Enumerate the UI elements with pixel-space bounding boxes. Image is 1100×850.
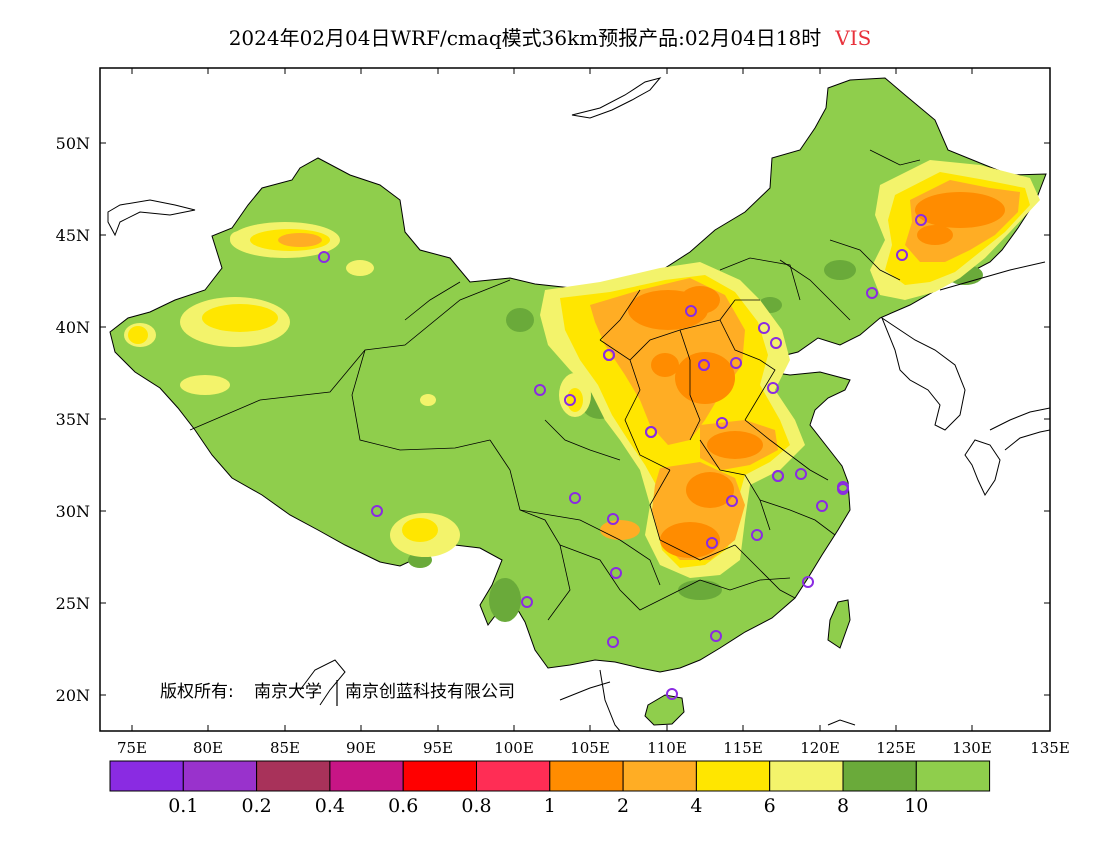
legend-label: 10: [904, 795, 928, 817]
legend-swatch: [256, 760, 331, 792]
legend-label: 4: [690, 795, 702, 817]
legend-swatch: [915, 760, 991, 792]
lon-label: 130E: [952, 739, 992, 757]
station-marker: [645, 426, 657, 438]
lon-label: 125E: [876, 739, 916, 757]
legend-swatch: [769, 760, 844, 792]
lon-label: 135E: [1030, 739, 1070, 757]
lat-label: 20N: [56, 686, 90, 705]
station-marker: [603, 349, 615, 361]
station-marker: [318, 251, 330, 263]
map-content: [107, 77, 1050, 731]
station-marker: [607, 513, 619, 525]
station-marker: [569, 492, 581, 504]
station-marker: [666, 688, 678, 700]
legend-label: 6: [764, 795, 776, 817]
legend-label: 0.6: [388, 795, 418, 817]
legend-label: 0.1: [168, 795, 198, 817]
legend-swatch: [329, 760, 404, 792]
lat-label: 45N: [56, 226, 90, 245]
station-marker: [758, 322, 770, 334]
station-marker: [698, 359, 710, 371]
station-marker: [816, 500, 828, 512]
lon-label: 115E: [723, 739, 763, 757]
legend-swatch: [695, 760, 771, 792]
lon-label: 75E: [117, 739, 147, 757]
station-markers: [318, 214, 927, 700]
station-marker: [866, 287, 878, 299]
station-marker: [371, 505, 383, 517]
map-frame: [99, 67, 1051, 732]
legend-label: 2: [617, 795, 629, 817]
axis-ticks: [100, 68, 1051, 731]
station-marker: [710, 630, 722, 642]
map-title-main: 2024年02月04日WRF/cmaq模式36km预报产品:02月04日18时: [228, 26, 822, 50]
lat-label: 25N: [56, 594, 90, 613]
station-marker: [837, 483, 849, 495]
lat-label: 40N: [56, 318, 90, 337]
copyright-org1: 南京大学: [254, 682, 322, 702]
lon-label: 90E: [346, 739, 376, 757]
lon-label: 85E: [270, 739, 300, 757]
legend-swatch: [622, 760, 697, 792]
neighbor-coastlines: [107, 77, 1050, 731]
lat-label: 30N: [56, 502, 90, 521]
taiwan-island: [827, 599, 851, 649]
copyright-prefix: 版权所有:: [160, 682, 234, 702]
legend-swatch: [476, 760, 551, 792]
station-marker: [607, 636, 619, 648]
legend-swatch: [842, 760, 917, 792]
station-marker: [726, 495, 738, 507]
legend-label: 1: [544, 795, 556, 817]
legend-swatch: [549, 760, 624, 792]
station-marker: [730, 357, 742, 369]
lat-label: 35N: [56, 410, 90, 429]
map-title-variable: VIS: [835, 26, 872, 50]
station-marker: [896, 249, 908, 261]
legend-swatch: [182, 760, 258, 792]
legend-label: 0.2: [241, 795, 271, 817]
lat-label: 50N: [56, 134, 90, 153]
station-marker: [767, 382, 779, 394]
station-marker: [534, 384, 546, 396]
legend-swatch: [109, 760, 184, 792]
station-marker: [751, 529, 763, 541]
station-marker: [564, 394, 576, 406]
legend-label: 0.4: [315, 795, 345, 817]
station-marker: [685, 305, 697, 317]
lon-label: 95E: [423, 739, 453, 757]
station-marker: [795, 468, 807, 480]
station-marker: [770, 337, 782, 349]
color-legend: 0.1 0.2 0.4 0.6 0.8 1 2 4 6 8 10: [109, 760, 991, 817]
station-marker: [772, 470, 784, 482]
station-marker: [610, 567, 622, 579]
station-marker: [915, 214, 927, 226]
station-marker: [706, 537, 718, 549]
lon-label: 110E: [647, 739, 687, 757]
station-marker: [521, 596, 533, 608]
lon-label: 100E: [494, 739, 534, 757]
map-title: 2024年02月04日WRF/cmaq模式36km预报产品:02月04日18时 V…: [0, 22, 1100, 51]
lat-labels: 50N 45N 40N 35N 30N 25N 20N: [56, 134, 90, 705]
lon-label: 120E: [800, 739, 840, 757]
lon-label: 105E: [570, 739, 610, 757]
copyright-note: 版权所有: 南京大学 南京创蓝科技有限公司: [160, 680, 515, 706]
station-marker: [802, 576, 814, 588]
legend-label: 0.8: [461, 795, 491, 817]
station-marker: [716, 417, 728, 429]
lon-label: 80E: [193, 739, 223, 757]
copyright-org2: 南京创蓝科技有限公司: [345, 682, 515, 702]
legend-label: 8: [837, 795, 849, 817]
legend-swatch: [402, 760, 478, 792]
lon-labels: 75E 80E 85E 90E 95E 100E 105E 110E 115E 120E 125E 1…: [117, 739, 1070, 757]
province-boundaries: [189, 149, 921, 621]
